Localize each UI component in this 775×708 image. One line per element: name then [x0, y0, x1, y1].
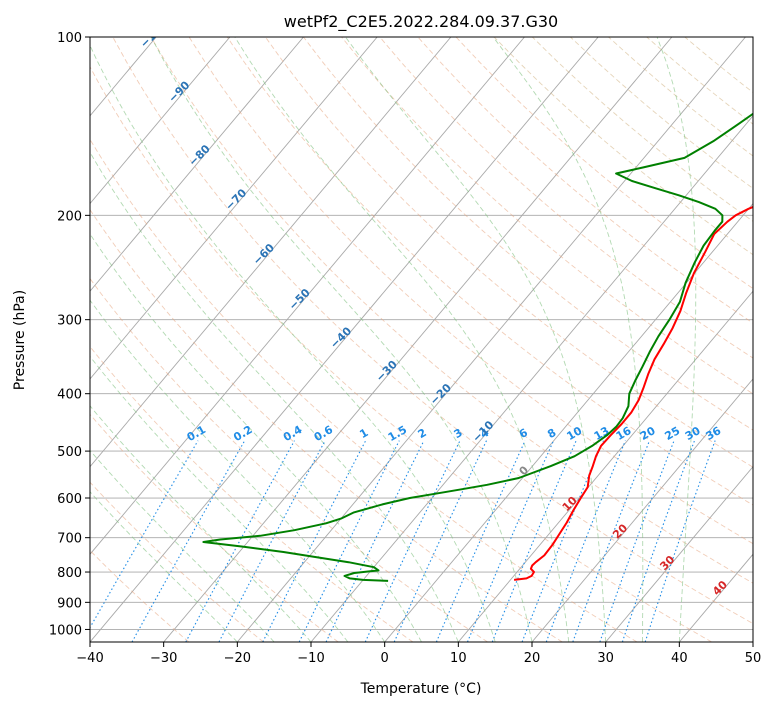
mixing-ratio-line	[131, 440, 246, 642]
y-tick-label: 400	[57, 388, 82, 403]
mixing-ratio-line	[90, 440, 199, 629]
dry-adiabat-line	[265, 37, 753, 468]
dry-adiabat-line	[226, 37, 753, 506]
isotherm-line	[605, 465, 753, 642]
y-axis-label: Pressure (hPa)	[12, 290, 28, 390]
mixing-ratio-line	[599, 440, 675, 642]
moist-adiabat-line	[90, 151, 459, 642]
moist-adiabat-line	[345, 37, 607, 642]
x-tick-label: 40	[671, 651, 688, 666]
dry-adiabat-line	[90, 65, 712, 642]
y-tick-label: 600	[57, 492, 82, 507]
moist-adiabat-line	[90, 491, 238, 642]
y-tick-label: 900	[57, 596, 82, 611]
y-tick-label: 300	[57, 314, 82, 329]
isotherm-line	[90, 37, 599, 642]
mixing-ratio-line	[393, 440, 487, 642]
y-tick-label: 100	[57, 31, 82, 46]
y-tick-label: 500	[57, 445, 82, 460]
dry-adiabat-line	[341, 37, 753, 395]
moist-adiabat-line	[234, 37, 570, 642]
y-tick-label: 800	[57, 566, 82, 581]
dry-adiabat-line	[90, 277, 488, 642]
moist-adiabat-line	[90, 233, 422, 642]
isotherm-line	[90, 37, 378, 380]
x-tick-label: 10	[450, 651, 467, 666]
mixing-ratio-line	[621, 440, 696, 642]
moist-adiabat-line	[90, 355, 349, 642]
plot-frame	[89, 36, 754, 643]
x-tick-label: 30	[597, 651, 614, 666]
isotherm-line	[90, 37, 525, 555]
x-tick-label: −10	[297, 651, 324, 666]
isotherm-line	[531, 378, 753, 642]
dry-adiabat-line	[90, 481, 264, 642]
y-tick-label: 700	[57, 532, 82, 547]
moist-adiabat-line	[90, 44, 496, 642]
y-tick-label: 1000	[49, 623, 82, 638]
isotherm-line	[90, 37, 452, 468]
isotherm-line	[457, 290, 753, 642]
chart-title: wetPf2_C2E5.2022.284.09.37.G30	[284, 12, 558, 32]
x-tick-label: 50	[745, 651, 762, 666]
isotherm-line	[384, 202, 753, 642]
moist-adiabat-line	[90, 449, 275, 642]
moist-adiabat-line	[492, 37, 644, 642]
temperature-profile	[513, 205, 753, 581]
axes: −40 −30 −20 −10 0 10 20 30 40 50 100 200 300 400 500 60…	[49, 31, 761, 666]
isotherm-line	[163, 37, 673, 642]
x-axis-label: Temperature (°C)	[360, 681, 482, 697]
dry-adiabat-line	[90, 413, 339, 642]
x-tick-label: 20	[524, 651, 541, 666]
moist-adiabat-line	[90, 405, 312, 642]
isotherm-line	[90, 37, 304, 292]
x-tick-label: −20	[224, 651, 251, 666]
dry-adiabat-line	[150, 37, 753, 584]
isotherm-line	[90, 37, 231, 205]
dry-adiabat-line	[90, 208, 563, 642]
dry-adiabat-line	[455, 37, 753, 290]
x-tick-label: −40	[76, 651, 103, 666]
x-tick-label: 0	[381, 651, 389, 666]
dry-adiabat-line	[379, 37, 753, 359]
dry-adiabat-line	[188, 37, 753, 545]
mixing-ratio-line	[435, 440, 526, 642]
isotherm-line	[236, 37, 746, 642]
moist-adiabat-line	[656, 37, 697, 642]
mixing-ratio-line	[325, 440, 425, 642]
dry-adiabat-line	[90, 138, 638, 642]
mixing-ratio-line	[185, 440, 295, 642]
moist-adiabat-line	[150, 37, 533, 642]
mixing-ratio-line	[298, 440, 400, 642]
x-tick-label: −30	[150, 651, 177, 666]
dewpoint-profile	[202, 112, 753, 582]
moist-adiabat-line	[90, 299, 386, 642]
y-tick-label: 200	[57, 209, 82, 224]
mixing-ratio-line	[466, 440, 555, 642]
